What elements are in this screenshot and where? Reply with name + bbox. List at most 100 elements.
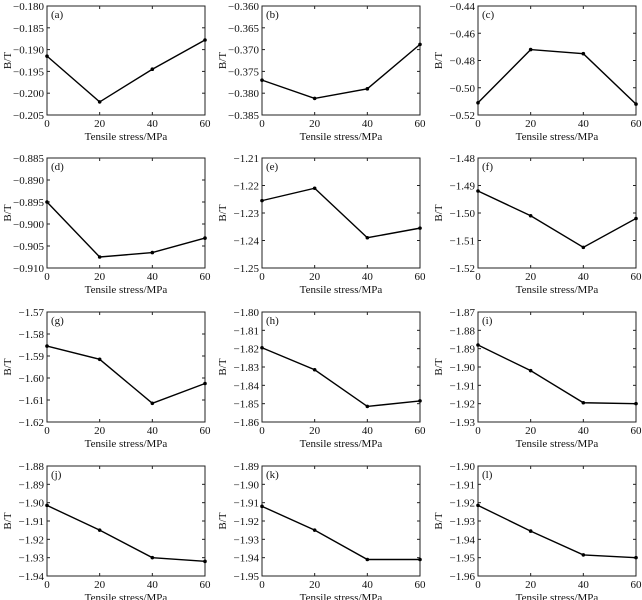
- panel-f: −1.48 −1.49 −1.50 −1.51 −1.520 20 40 60 Tensile …: [433, 153, 642, 296]
- y-tick-label: −1.92: [19, 534, 44, 546]
- y-tick-label: −1.87: [450, 307, 476, 319]
- data-point: [150, 250, 155, 255]
- y-tick-label: −0.44: [450, 1, 476, 13]
- y-tick-label: −0.46: [450, 28, 476, 40]
- data-point: [528, 529, 533, 533]
- data-point: [203, 559, 207, 564]
- y-tick-label: −0.890: [13, 175, 44, 187]
- x-tick-label: 20: [525, 271, 537, 283]
- data-point: [418, 42, 422, 47]
- plot-frame: [477, 311, 637, 423]
- x-tick-label: 60: [200, 425, 212, 437]
- y-tick-label: −1.59: [19, 351, 45, 363]
- x-tick-label: 60: [200, 579, 212, 591]
- x-tick-label: 60: [415, 118, 427, 130]
- panel-k: −1.89 −1.90 −1.91 −1.92 −1.93 −1.94 −1.950 20 40…: [217, 461, 426, 600]
- x-axis-label: Tensile stress/MPa: [516, 438, 599, 450]
- y-tick-label: −1.24: [234, 236, 260, 248]
- x-tick-label: 40: [147, 118, 159, 130]
- x-tick-label: 60: [631, 579, 642, 591]
- y-axis-label: B/T: [2, 358, 14, 375]
- panel-i: −1.87 −1.88 −1.89 −1.90 −1.91 −1.92 −1.930 20 40…: [433, 307, 642, 450]
- y-tick-label: −0.360: [228, 1, 259, 13]
- x-axis-label: Tensile stress/MPa: [85, 131, 168, 143]
- data-point: [45, 54, 49, 58]
- data-point: [97, 528, 102, 532]
- panel-label: (k): [266, 469, 279, 481]
- data-point: [365, 557, 370, 562]
- y-tick-label: −0.190: [13, 45, 44, 57]
- y-tick-label: −1.86: [234, 417, 260, 429]
- x-axis-label: Tensile stress/MPa: [516, 284, 599, 296]
- x-tick-label: 0: [475, 579, 481, 591]
- data-point: [312, 367, 317, 372]
- y-tick-label: −1.52: [450, 263, 475, 275]
- y-tick-label: −1.23: [234, 208, 260, 220]
- x-tick-label: 40: [578, 118, 590, 130]
- y-tick-label: −1.88: [19, 461, 45, 473]
- x-tick-label: 60: [631, 118, 642, 130]
- data-point: [260, 78, 264, 82]
- x-tick-label: 40: [578, 579, 590, 591]
- x-tick-label: 0: [44, 271, 50, 283]
- panel-label: (c): [482, 9, 495, 21]
- x-tick-label: 40: [362, 579, 374, 591]
- y-tick-label: −1.93: [450, 516, 476, 528]
- panel-label: (l): [482, 469, 493, 481]
- data-point: [581, 245, 586, 250]
- y-tick-label: −1.89: [19, 479, 45, 491]
- plot-frame: [46, 5, 206, 116]
- data-point: [150, 401, 155, 406]
- data-point: [528, 368, 533, 373]
- y-axis-label: B/T: [217, 52, 229, 69]
- x-axis-label: Tensile stress/MPa: [85, 438, 168, 450]
- data-point: [476, 100, 480, 105]
- x-axis-label: Tensile stress/MPa: [85, 592, 168, 600]
- x-tick-label: 0: [475, 271, 481, 283]
- panel-h: −1.80 −1.81 −1.82 −1.83 −1.84 −1.85 −1.860 20 40…: [217, 307, 426, 450]
- data-point: [312, 96, 317, 101]
- data-point: [634, 555, 638, 560]
- y-tick-label: −0.905: [13, 241, 44, 253]
- y-tick-label: −0.370: [228, 45, 259, 57]
- y-axis-label: B/T: [433, 204, 445, 221]
- series-line: [477, 48, 637, 105]
- series-line: [46, 345, 206, 405]
- data-point: [260, 504, 264, 509]
- y-tick-label: −1.82: [234, 344, 259, 356]
- x-tick-label: 20: [525, 579, 537, 591]
- data-point: [150, 67, 155, 72]
- x-tick-label: 20: [309, 118, 321, 130]
- x-axis-label: Tensile stress/MPa: [516, 592, 599, 600]
- x-tick-label: 20: [525, 425, 537, 437]
- y-tick-label: −1.92: [450, 498, 475, 510]
- y-tick-label: −1.91: [19, 516, 44, 528]
- y-tick-label: −1.91: [450, 479, 475, 491]
- x-tick-label: 20: [94, 118, 106, 130]
- x-tick-label: 40: [362, 271, 374, 283]
- data-point: [365, 404, 370, 409]
- x-tick-label: 40: [147, 425, 159, 437]
- y-tick-label: −1.57: [19, 307, 45, 319]
- data-point: [365, 235, 370, 240]
- y-tick-label: −0.205: [13, 110, 44, 122]
- panel-label: (a): [51, 9, 64, 21]
- x-tick-label: 40: [362, 425, 374, 437]
- x-tick-label: 0: [259, 579, 265, 591]
- panel-j: −1.88 −1.89 −1.90 −1.91 −1.92 −1.93 −1.940 20 40…: [2, 461, 211, 600]
- y-tick-label: −1.93: [450, 417, 476, 429]
- y-tick-label: −1.83: [234, 362, 260, 374]
- x-tick-label: 60: [415, 271, 427, 283]
- data-point: [634, 401, 638, 406]
- x-axis-label: Tensile stress/MPa: [300, 438, 383, 450]
- y-tick-label: −1.49: [450, 181, 476, 193]
- data-point: [476, 503, 480, 508]
- data-point: [528, 213, 533, 218]
- y-tick-label: −1.85: [234, 399, 260, 411]
- y-tick-label: −1.95: [234, 571, 260, 583]
- data-point: [581, 553, 586, 557]
- x-tick-label: 20: [94, 271, 106, 283]
- x-tick-label: 0: [259, 271, 265, 283]
- x-tick-label: 0: [259, 425, 265, 437]
